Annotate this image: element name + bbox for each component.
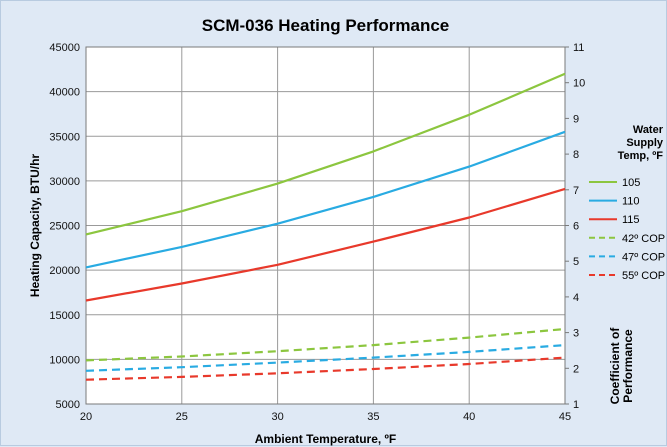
y2-tick-label: 3 [573,328,579,340]
x-tick-label: 20 [80,411,92,423]
y2-tick-label: 2 [573,363,579,375]
y2-axis-label-line: Performance [621,329,635,403]
legend-label: 115 [622,214,640,226]
y2-tick-label: 7 [573,185,579,197]
y-tick-label: 30000 [49,176,80,188]
y-tick-label: 45000 [49,42,80,54]
y-tick-label: 15000 [49,310,80,322]
x-tick-label: 35 [367,411,379,423]
series-line [85,187,566,302]
legend-label: 105 [622,177,640,189]
y2-tick-label: 1 [573,399,579,411]
legend-title-line: Supply [626,137,664,149]
legend-label: 47º COP [622,251,665,263]
y-axis-label: Heating Capacity, BTU/hr [28,154,42,297]
y2-tick-label: 5 [573,256,579,268]
y2-tick-label: 4 [573,292,579,304]
y2-tick-label: 9 [573,113,579,125]
y2-axis-label-line: Coefficient of [608,327,622,405]
x-tick-label: 30 [271,411,283,423]
y-tick-label: 10000 [49,354,80,366]
legend-title-line: Temp, ºF [618,150,664,162]
y-tick-label: 20000 [49,265,80,277]
x-tick-label: 45 [559,411,571,423]
y-tick-label: 5000 [56,399,80,411]
legend-label: 42º COP [622,233,665,245]
series-line [85,356,566,381]
legend-title-line: Water [633,124,664,136]
x-tick-label: 25 [176,411,188,423]
y-tick-label: 40000 [49,87,80,99]
x-tick-label: 40 [463,411,475,423]
y-tick-label: 35000 [49,131,80,143]
legend-label: 110 [622,196,640,208]
x-axis-label: Ambient Temperature, ºF [255,432,397,446]
y2-tick-label: 6 [573,221,579,233]
series-line [85,72,566,236]
series-line [85,344,566,372]
series-line [85,130,566,269]
chart-title: SCM-036 Heating Performance [202,16,450,35]
series-line [85,327,566,362]
y-tick-label: 25000 [49,221,80,233]
y2-tick-label: 10 [573,78,585,90]
y2-tick-label: 11 [573,42,584,54]
legend-label: 55º COP [622,270,665,282]
y2-tick-label: 8 [573,149,579,161]
